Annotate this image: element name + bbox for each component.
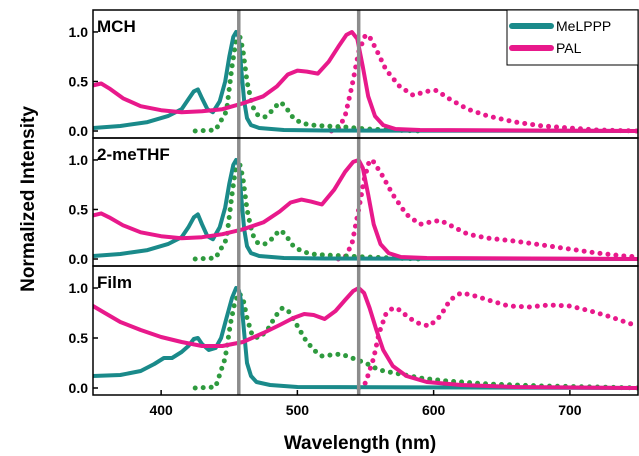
series-pal-line — [93, 286, 638, 390]
series-pal-dotted-line — [335, 157, 638, 262]
series-green-dotted-line — [192, 157, 423, 262]
x-tick-label: 500 — [286, 402, 310, 418]
y-tick-label: 0.0 — [69, 123, 89, 139]
y-axis-title: Normalized Intensity — [18, 106, 39, 292]
y-tick-label: 0.0 — [69, 380, 89, 396]
panel-label: MCH — [97, 17, 136, 36]
panel-label: Film — [97, 273, 132, 292]
panel-frame — [92, 265, 639, 396]
plot-layer: 0.0 0.5 1.0 MCH 0.0 0.5 1.0 2-meTHF 0.0 0.5 1.0 Fil… — [69, 9, 639, 418]
series-pal-dotted-line — [328, 32, 638, 134]
y-tick-label: 0.0 — [69, 251, 89, 267]
y-tick-label: 0.5 — [69, 330, 89, 346]
series-melppp-line — [93, 30, 638, 133]
y-tick-label: 1.0 — [69, 24, 89, 40]
series-green-dotted-line — [192, 290, 638, 391]
y-tick-label: 1.0 — [69, 152, 89, 168]
x-tick-label: 700 — [558, 402, 582, 418]
panel-frame — [92, 137, 639, 267]
legend: MeLPPP PAL — [506, 9, 639, 66]
panel-label: 2-meTHF — [97, 145, 170, 164]
panel-2-methf — [93, 157, 638, 262]
legend-label: MeLPPP — [556, 18, 611, 34]
series-pal-line — [93, 158, 638, 261]
y-tick-label: 1.0 — [69, 280, 89, 296]
panel-mch — [93, 29, 638, 134]
series-pal-dotted-line — [356, 290, 638, 391]
panel-film — [93, 286, 638, 391]
series-green-dotted-line — [192, 29, 423, 134]
x-axis-title: Wavelength (nm) — [284, 433, 436, 454]
x-tick-label: 400 — [149, 402, 173, 418]
series-pal-line — [93, 30, 638, 133]
y-tick-label: 0.5 — [69, 73, 89, 89]
legend-box — [506, 9, 639, 66]
legend-label: PAL — [556, 40, 582, 56]
x-tick-label: 600 — [422, 402, 446, 418]
series-melppp-line — [93, 286, 638, 390]
y-tick-label: 0.5 — [69, 201, 89, 217]
